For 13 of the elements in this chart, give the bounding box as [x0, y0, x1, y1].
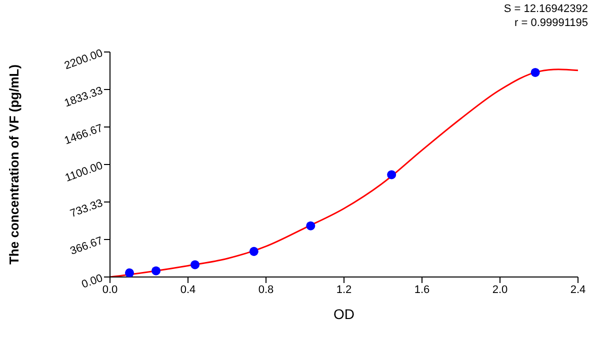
x-tick-label: 2.4 — [570, 284, 586, 296]
y-axis-title: The concentration of VF (pg/mL) — [6, 64, 22, 265]
x-tick-label: 1.2 — [336, 284, 352, 296]
text: S = 12.16942392 — [504, 3, 588, 15]
y-tick-label: 733.33 — [68, 197, 104, 220]
x-tick-label: 1.6 — [414, 284, 430, 296]
y-tick-label: 366.67 — [68, 234, 104, 258]
x-tick-label: 0.4 — [180, 284, 196, 296]
x-tick-label: 2.0 — [492, 284, 508, 296]
x-tick-label: 0.8 — [258, 284, 274, 296]
x-tick-label: 0.0 — [102, 284, 118, 296]
x-axis-title: OD — [334, 306, 354, 322]
text: r = 0.99991195 — [514, 17, 588, 29]
